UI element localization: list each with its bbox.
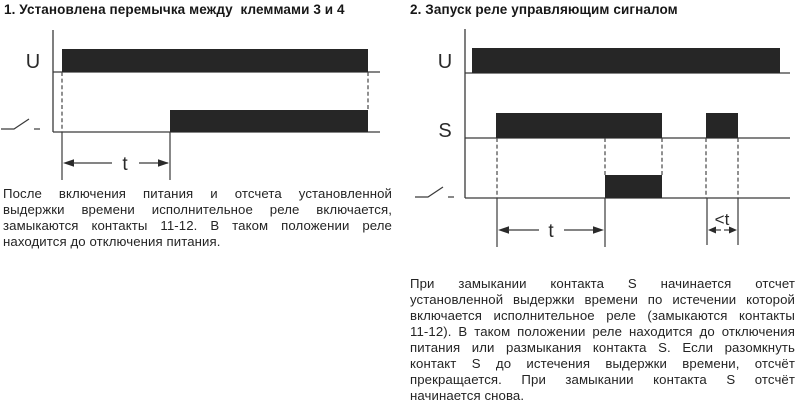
paragraph-line: выдержки времени исполнительное реле вкл… bbox=[3, 202, 392, 217]
u-signal-label: U bbox=[438, 51, 452, 73]
timing-diagram-signal-mode: U S t <t bbox=[415, 29, 790, 247]
paragraph-line: После включения питания и отсчета устано… bbox=[3, 186, 392, 201]
delay-time-label: t bbox=[122, 154, 128, 175]
arrowhead-left-icon bbox=[498, 226, 509, 234]
relay-output-bar bbox=[605, 175, 662, 198]
paragraph-line: находится до отключения питания. bbox=[3, 234, 221, 249]
paragraph-line: включается исполнительное реле (замыкают… bbox=[410, 308, 795, 323]
delay-time-label: t bbox=[548, 221, 554, 242]
paragraph-line: При замыкании контакта S начинается отсч… bbox=[410, 276, 795, 291]
arrowhead-left-icon bbox=[63, 159, 74, 167]
arrowhead-right-icon bbox=[158, 159, 169, 167]
s-signal-bar-2 bbox=[706, 113, 738, 138]
arrowhead-right-small-icon bbox=[729, 226, 737, 234]
arrowhead-left-small-icon bbox=[708, 226, 716, 234]
arrowhead-right-icon bbox=[593, 226, 604, 234]
relay-output-bar bbox=[170, 110, 368, 132]
paragraph-line: прекращается. При замыкании контакта S о… bbox=[410, 372, 795, 387]
relay-contact-switch-icon bbox=[415, 186, 444, 198]
panel-title-jumper-mode: 1. Установлена перемычка между клеммами … bbox=[4, 2, 345, 17]
panel-title-signal-mode: 2. Запуск реле управляющим сигналом bbox=[410, 2, 678, 17]
description-signal-mode: При замыкании контакта S начинается отсч… bbox=[410, 276, 795, 404]
paragraph-line: установленной выдержки времени по истече… bbox=[410, 292, 795, 307]
paragraph-line: начинается снова. bbox=[410, 388, 525, 403]
paragraph-line: замыкаются контакты 11-12. В таком полож… bbox=[3, 218, 392, 233]
description-jumper-mode: После включения питания и отсчета устано… bbox=[3, 186, 392, 250]
paragraph-line: контакт S до истечения выдержки времени,… bbox=[410, 356, 795, 371]
paragraph-line: 11-12). В таком положении реле находится… bbox=[410, 324, 795, 339]
s-signal-bar-1 bbox=[496, 113, 662, 138]
paragraph-line: питания или размыкания контакта S. Если … bbox=[410, 340, 795, 355]
s-signal-label: S bbox=[438, 120, 451, 142]
relay-contact-switch-icon bbox=[1, 118, 30, 130]
u-signal-bar bbox=[472, 48, 780, 73]
u-signal-bar bbox=[62, 49, 368, 72]
short-pulse-label: <t bbox=[715, 210, 730, 229]
u-signal-label: U bbox=[26, 51, 40, 73]
timing-diagram-jumper-mode: U t bbox=[1, 30, 380, 180]
